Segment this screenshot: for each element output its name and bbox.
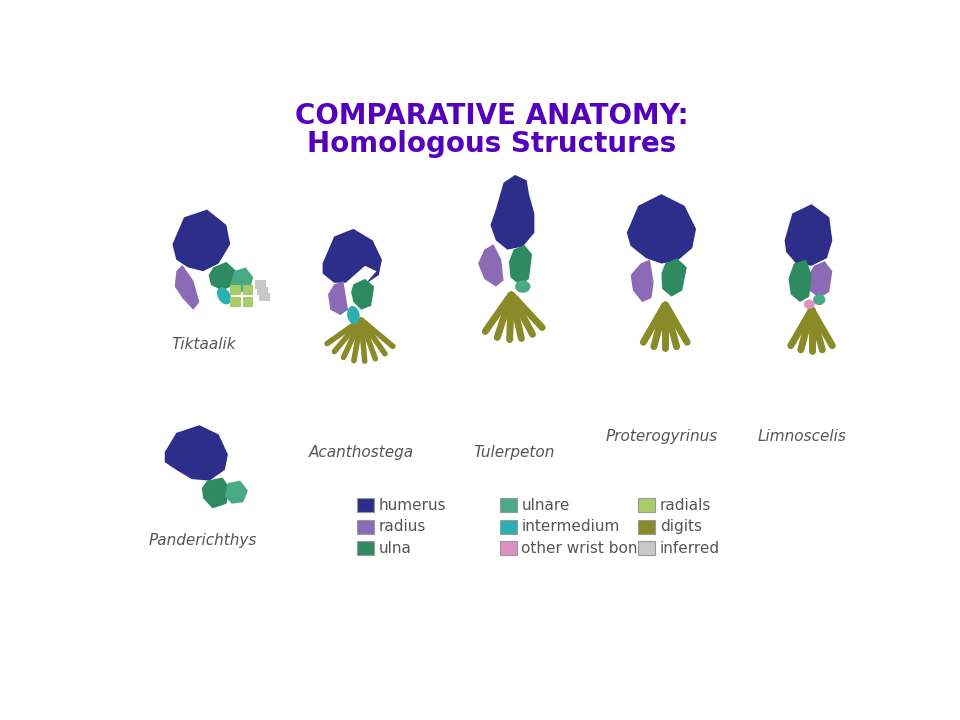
Polygon shape	[784, 204, 832, 266]
Text: digits: digits	[660, 519, 702, 534]
Polygon shape	[661, 258, 686, 297]
Polygon shape	[509, 245, 532, 285]
Text: radials: radials	[660, 498, 711, 513]
Ellipse shape	[516, 280, 531, 293]
Polygon shape	[328, 282, 348, 315]
Text: humerus: humerus	[379, 498, 446, 513]
Bar	[230, 297, 241, 307]
Text: Homologous Structures: Homologous Structures	[307, 130, 677, 158]
Bar	[500, 541, 516, 555]
Bar	[257, 287, 268, 295]
Bar	[638, 498, 656, 512]
Bar	[357, 520, 374, 534]
Polygon shape	[627, 194, 696, 264]
Bar	[357, 498, 374, 512]
Polygon shape	[202, 477, 230, 508]
Polygon shape	[788, 260, 811, 302]
Text: Tulerpeton: Tulerpeton	[473, 445, 554, 459]
Polygon shape	[165, 426, 228, 481]
Bar	[638, 541, 656, 555]
Bar	[357, 541, 374, 555]
Text: Proterogyrinus: Proterogyrinus	[605, 429, 717, 444]
Text: ulna: ulna	[379, 541, 412, 556]
Text: other wrist bones: other wrist bones	[521, 541, 656, 556]
Bar	[254, 280, 266, 289]
Bar	[500, 520, 516, 534]
Text: ulnare: ulnare	[521, 498, 569, 513]
Bar	[259, 293, 271, 301]
Ellipse shape	[804, 300, 815, 309]
Text: radius: radius	[379, 519, 426, 534]
Text: Limnoscelis: Limnoscelis	[757, 429, 846, 444]
Polygon shape	[351, 279, 374, 310]
Polygon shape	[478, 244, 504, 287]
Bar	[243, 285, 253, 295]
Polygon shape	[208, 262, 236, 290]
Polygon shape	[173, 210, 230, 271]
Ellipse shape	[348, 306, 360, 324]
Polygon shape	[631, 260, 654, 302]
Polygon shape	[225, 481, 248, 504]
Ellipse shape	[813, 294, 826, 305]
Polygon shape	[175, 265, 200, 310]
Polygon shape	[323, 229, 382, 284]
Ellipse shape	[217, 287, 231, 305]
Polygon shape	[491, 175, 535, 250]
Text: Acanthostega: Acanthostega	[308, 445, 414, 459]
Bar	[638, 520, 656, 534]
Text: COMPARATIVE ANATOMY:: COMPARATIVE ANATOMY:	[295, 102, 689, 130]
Bar	[230, 285, 241, 295]
Text: inferred: inferred	[660, 541, 720, 556]
Polygon shape	[230, 267, 253, 293]
Text: Panderichthys: Panderichthys	[149, 534, 257, 548]
Polygon shape	[807, 261, 832, 298]
Bar	[243, 297, 253, 307]
Text: intermedium: intermedium	[521, 519, 619, 534]
Bar	[500, 498, 516, 512]
Text: Tiktaalik: Tiktaalik	[171, 337, 235, 352]
